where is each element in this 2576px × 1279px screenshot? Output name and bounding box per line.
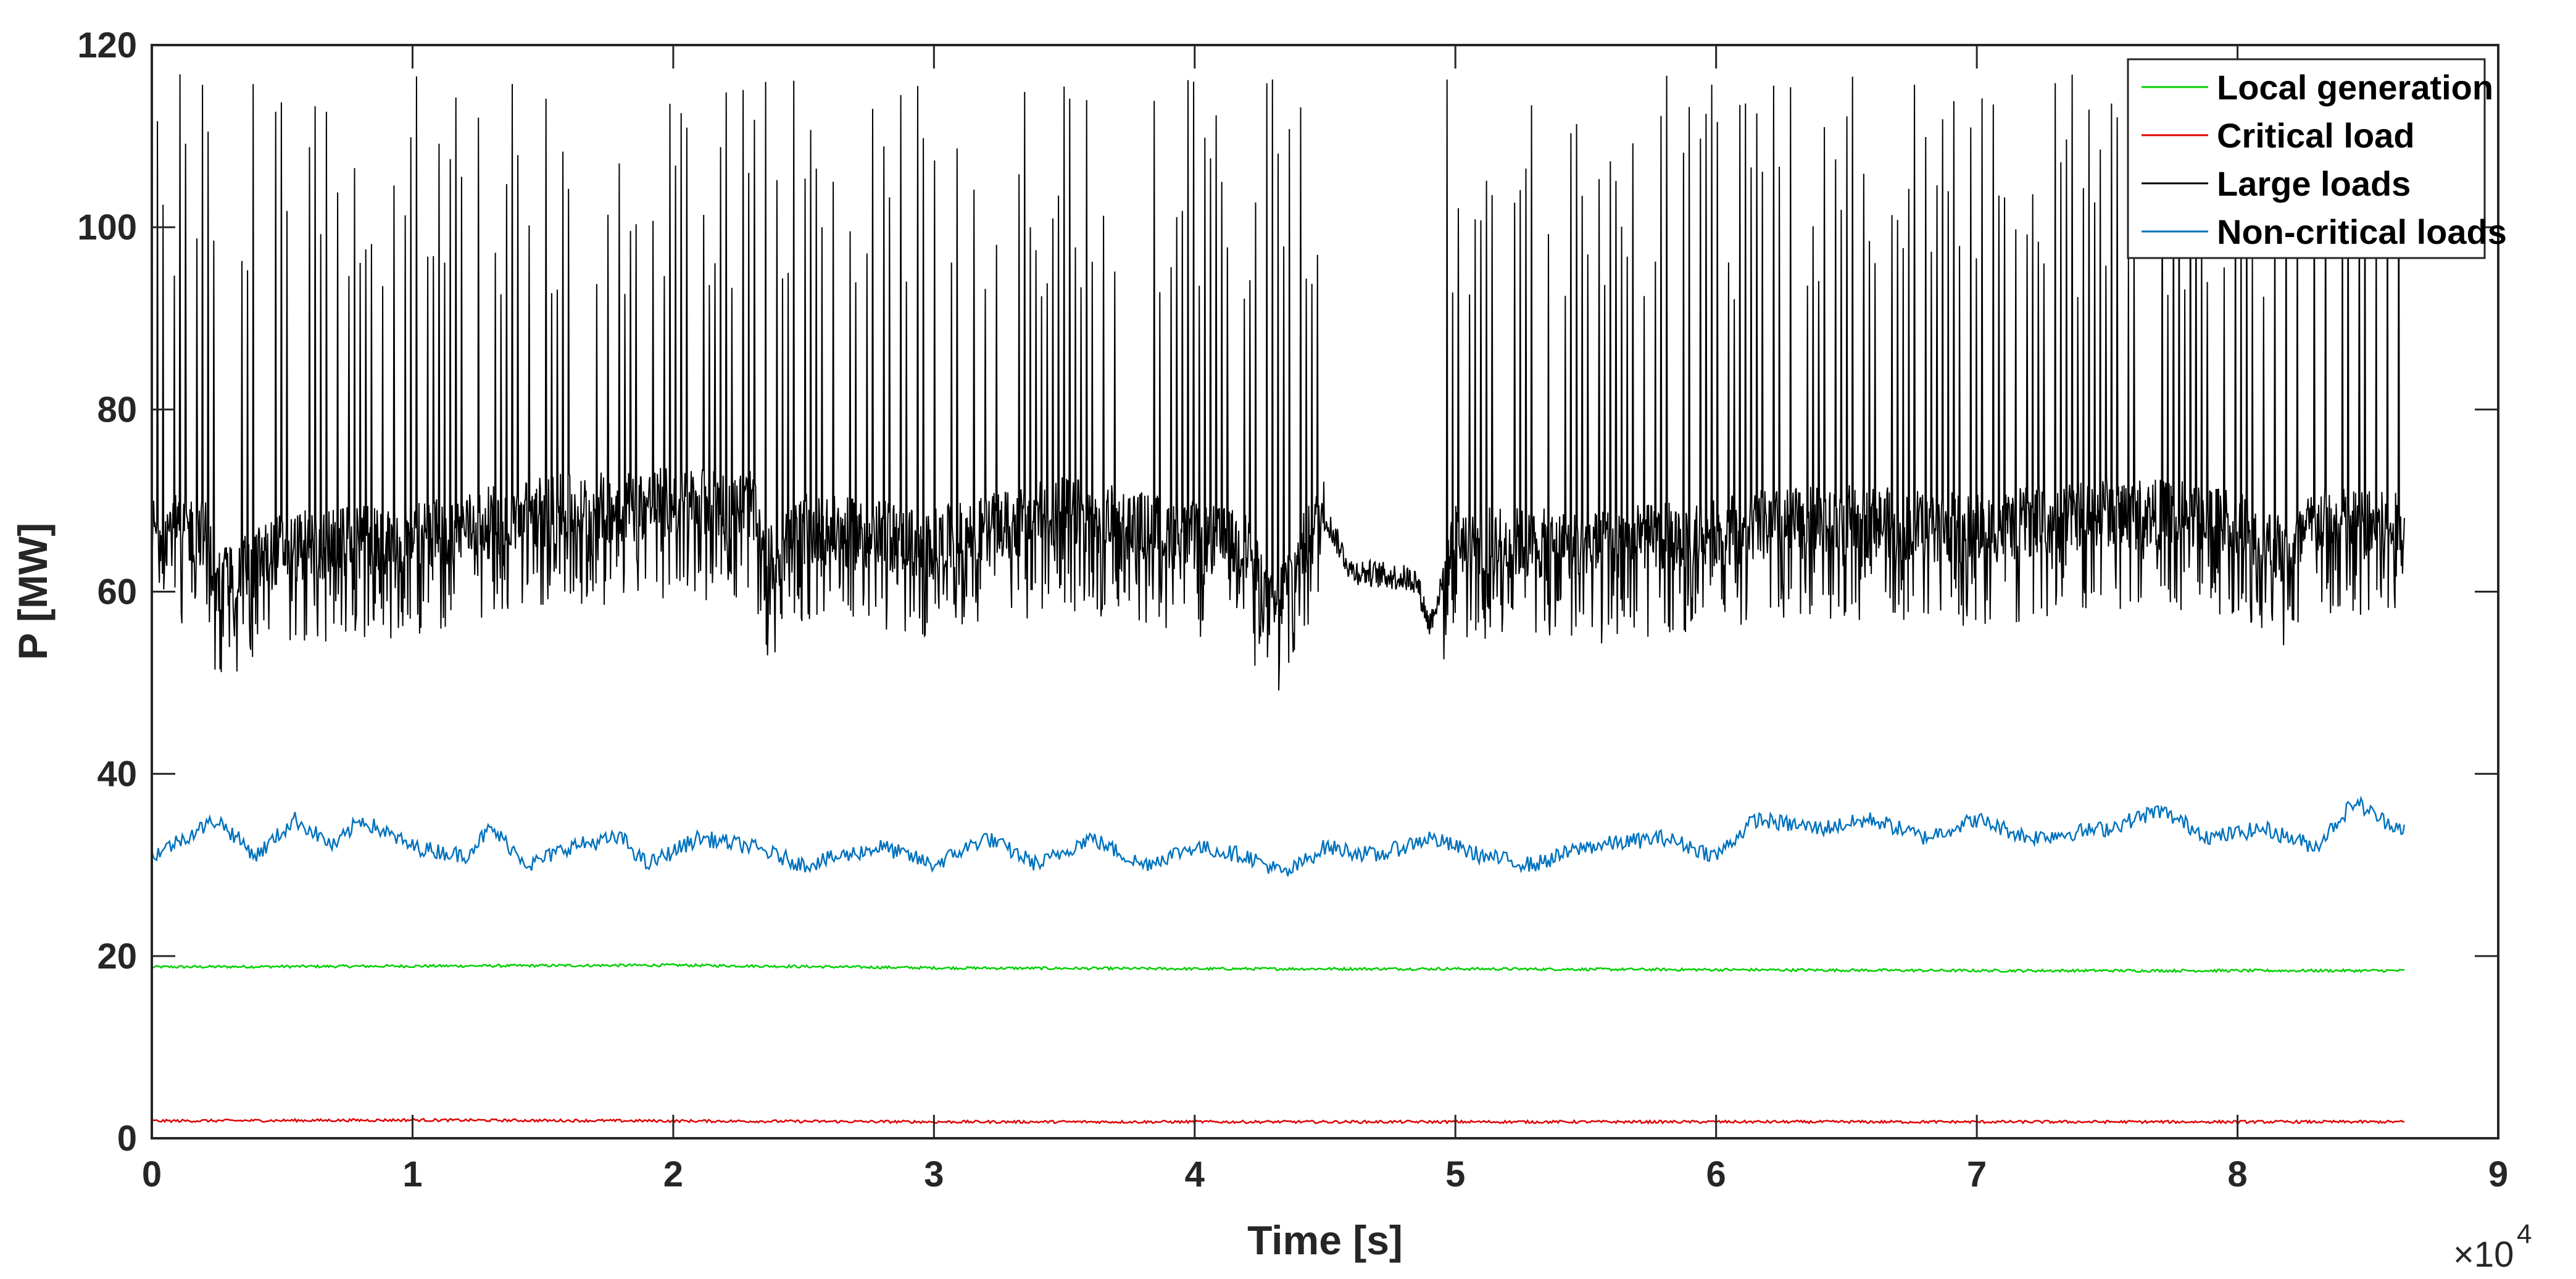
x-tick-label: 1 <box>402 1154 422 1194</box>
x-axis-multiplier: ×10 <box>2453 1235 2514 1275</box>
legend-box <box>2127 58 2486 259</box>
x-tick-label: 6 <box>1706 1154 1726 1194</box>
tick-labels-layer: 0 1 2 3 4 5 6 7 8 9 0 20 40 60 80 100 120 <box>77 25 2508 1194</box>
legend-label-critical-load: Critical load <box>2217 116 2415 155</box>
series-line-large-loads <box>151 74 2405 691</box>
x-axis-label: Time [s] <box>1247 1217 1403 1263</box>
x-tick-label: 2 <box>663 1154 683 1194</box>
x-tick-label: 4 <box>1185 1154 1205 1194</box>
series-line-local-generation <box>151 962 2404 973</box>
legend: Local generation Critical load Large loads… <box>2127 58 2507 259</box>
legend-label-large-loads: Large loads <box>2217 164 2411 203</box>
x-tick-label: 7 <box>1967 1154 1987 1194</box>
x-tick-label: 8 <box>2227 1154 2247 1194</box>
y-tick-label: 80 <box>97 390 137 430</box>
y-tick-label: 0 <box>117 1119 137 1159</box>
series-layer <box>151 74 2406 1125</box>
x-tick-label: 5 <box>1445 1154 1465 1194</box>
x-axis-multiplier-exponent: 4 <box>2517 1219 2532 1249</box>
y-tick-label: 40 <box>97 754 137 794</box>
legend-label-non-critical-loads: Non-critical loads <box>2217 212 2507 251</box>
y-tick-label: 20 <box>97 936 137 977</box>
x-tick-label: 9 <box>2488 1154 2508 1194</box>
y-tick-label: 100 <box>77 207 137 248</box>
y-axis-label: P [MW] <box>10 523 56 660</box>
ticks-layer <box>151 44 2499 1139</box>
y-tick-label: 60 <box>97 572 137 612</box>
x-tick-label: 0 <box>142 1154 162 1194</box>
series-line-non-critical-loads <box>151 796 2406 877</box>
y-tick-label: 120 <box>77 25 137 65</box>
series-line-critical-load <box>151 1117 2405 1125</box>
legend-label-local-generation: Local generation <box>2217 68 2493 107</box>
x-tick-label: 3 <box>924 1154 944 1194</box>
